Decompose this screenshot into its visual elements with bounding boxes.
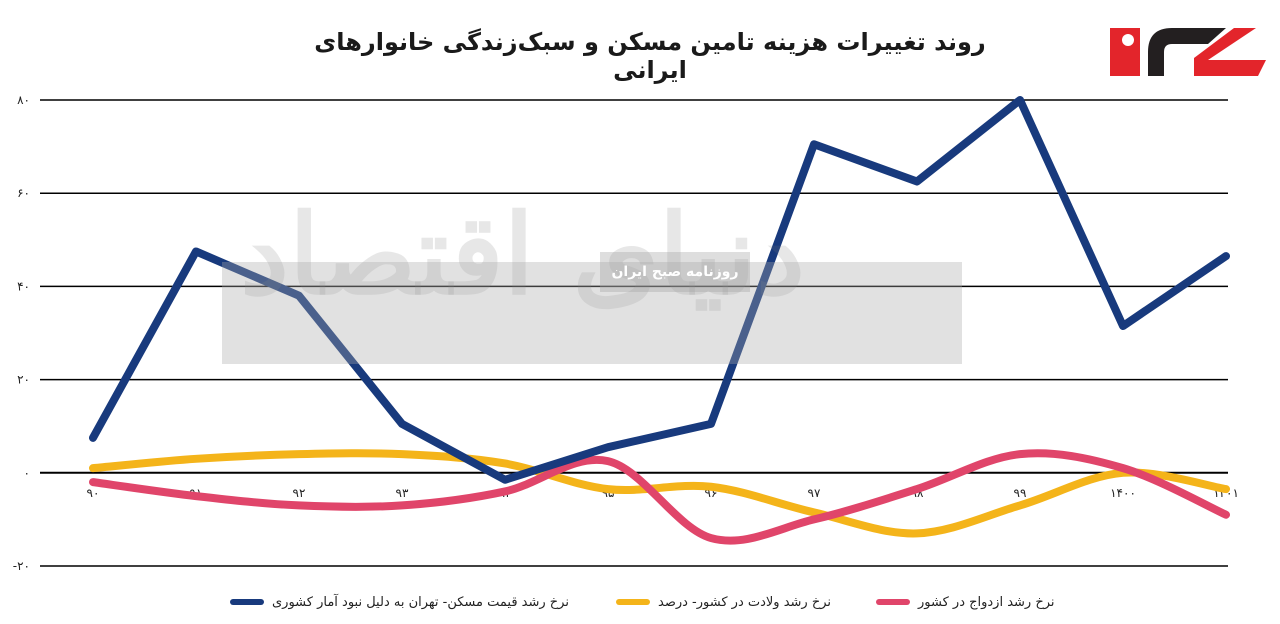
x-tick-label: ۹۰ xyxy=(87,486,100,500)
legend-label-marriage: نرخ رشد ازدواج در کشور xyxy=(918,594,1055,610)
legend-label-housing: نرخ رشد قیمت مسکن- تهران به دلیل نبود آم… xyxy=(272,594,569,610)
x-tick-label: ۹۹ xyxy=(1014,486,1027,500)
watermark-brand: دنیای اقتصاد xyxy=(240,190,805,319)
logo-dark-shape xyxy=(1148,28,1226,76)
y-tick-label: ۲۰ xyxy=(17,373,30,387)
series-line-marriage xyxy=(89,449,1230,545)
y-tick-label: ۴۰ xyxy=(17,279,30,293)
legend-item-birth: نرخ رشد ولادت در کشور- درصد xyxy=(616,590,831,614)
legend-label-birth: نرخ رشد ولادت در کشور- درصد xyxy=(658,594,832,610)
series-line-housing xyxy=(89,96,1230,484)
y-tick-label: ۶۰ xyxy=(17,186,30,200)
legend-swatch-housing xyxy=(230,599,264,605)
x-tick-label: ۹۳ xyxy=(396,486,409,500)
logo-dot xyxy=(1122,34,1134,46)
y-tick-label: ۰ xyxy=(24,466,30,480)
x-tick-label: ۹۲ xyxy=(293,486,306,500)
logo-dark-shape-2 xyxy=(1194,28,1266,76)
legend-swatch-birth xyxy=(616,599,650,605)
legend-swatch-marriage xyxy=(876,599,910,605)
series-line-birth xyxy=(89,449,1230,538)
legend-item-housing: نرخ رشد قیمت مسکن- تهران به دلیل نبود آم… xyxy=(230,590,569,614)
x-tick-label: ۹۷ xyxy=(808,486,821,500)
chart-title: روند تغییرات هزینه تامین مسکن و سبک‌زندگ… xyxy=(314,28,986,84)
brand-logo xyxy=(1110,28,1266,76)
watermark-subtitle: روزنامه صبح ایران xyxy=(600,252,750,292)
watermark-band xyxy=(222,262,962,364)
y-tick-label: -۲۰ xyxy=(13,559,30,573)
legend-item-marriage: نرخ رشد ازدواج در کشور xyxy=(876,590,1055,614)
y-tick-label: ۸۰ xyxy=(17,93,30,107)
x-tick-label: ۱۴۰۰ xyxy=(1110,486,1136,500)
